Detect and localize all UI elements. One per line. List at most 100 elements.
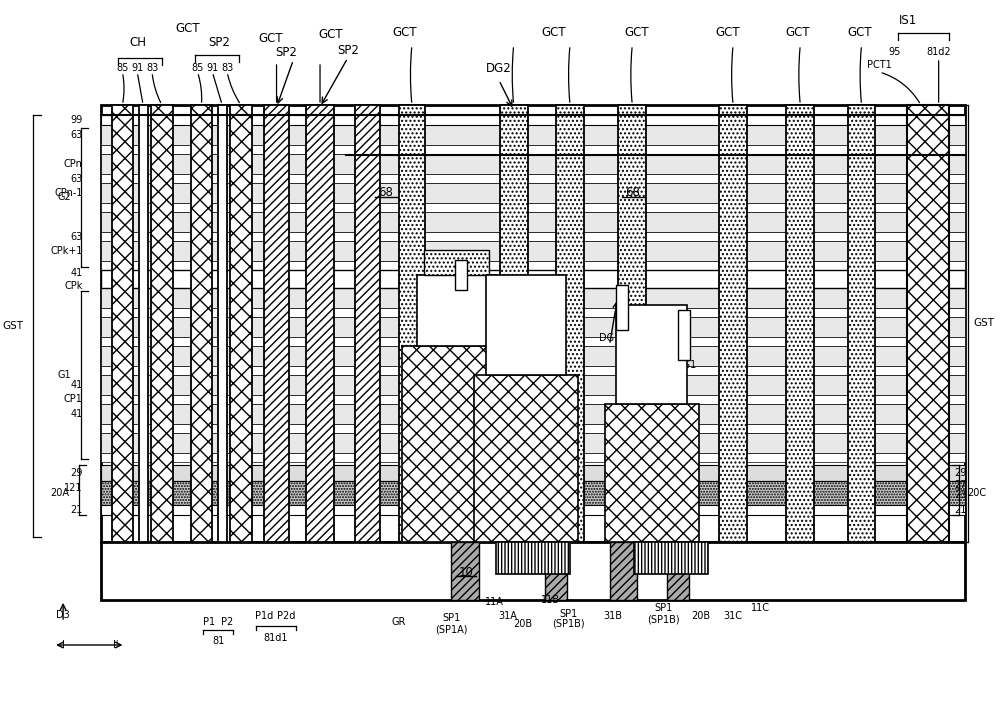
Bar xyxy=(101,125,965,145)
Bar xyxy=(605,404,699,542)
Text: DG1: DG1 xyxy=(599,333,620,343)
Text: 23: 23 xyxy=(954,490,967,500)
Bar xyxy=(191,105,212,542)
Text: SP1: SP1 xyxy=(655,603,673,613)
Text: 95: 95 xyxy=(888,47,900,57)
Text: 29: 29 xyxy=(70,468,83,478)
Text: P2d: P2d xyxy=(277,611,296,621)
Text: D3: D3 xyxy=(56,610,70,620)
Text: ·
·
·: · · · xyxy=(80,194,83,227)
Text: 31B: 31B xyxy=(603,611,622,621)
Bar xyxy=(786,105,814,542)
Text: 27: 27 xyxy=(954,480,967,490)
Bar xyxy=(101,453,965,462)
Bar xyxy=(101,465,965,481)
Bar xyxy=(101,212,965,232)
Text: G1: G1 xyxy=(57,370,71,380)
Text: SP2: SP2 xyxy=(337,43,359,57)
Bar xyxy=(101,481,965,505)
Text: GST: GST xyxy=(973,318,994,328)
Bar xyxy=(618,105,646,542)
Text: CPn: CPn xyxy=(64,159,83,169)
Bar xyxy=(101,241,965,261)
Bar xyxy=(355,105,380,542)
Text: 20B: 20B xyxy=(691,611,710,621)
Text: 41: 41 xyxy=(71,268,83,278)
Bar xyxy=(112,105,133,542)
Text: GCT: GCT xyxy=(175,21,200,35)
Bar xyxy=(101,115,965,125)
Bar xyxy=(218,105,227,542)
Text: 21: 21 xyxy=(70,505,83,515)
Text: 81d1: 81d1 xyxy=(263,633,288,643)
Text: GCT: GCT xyxy=(258,31,283,45)
Text: (SP1A): (SP1A) xyxy=(435,625,468,635)
Text: GST: GST xyxy=(3,321,24,331)
Text: 41: 41 xyxy=(71,409,83,419)
Bar xyxy=(667,542,689,600)
Text: 68: 68 xyxy=(378,186,393,199)
Text: GCT: GCT xyxy=(319,28,343,42)
Text: 11A: 11A xyxy=(485,597,503,607)
Text: 91: 91 xyxy=(206,63,218,73)
Text: GCT: GCT xyxy=(847,26,872,38)
Bar xyxy=(556,105,584,542)
Text: SP1: SP1 xyxy=(559,609,577,619)
Text: P2: P2 xyxy=(221,617,233,627)
Bar xyxy=(101,145,965,154)
Bar xyxy=(101,366,965,375)
Bar xyxy=(101,346,965,366)
Bar xyxy=(101,337,965,346)
Text: CH: CH xyxy=(130,35,147,48)
Bar xyxy=(486,275,566,375)
Text: 35: 35 xyxy=(525,491,540,503)
Bar xyxy=(101,375,965,395)
Bar xyxy=(424,250,489,275)
Bar xyxy=(101,424,965,433)
Bar xyxy=(101,288,965,308)
Text: PCT1: PCT1 xyxy=(867,60,892,70)
Bar xyxy=(634,542,708,574)
Bar xyxy=(610,542,637,600)
Bar xyxy=(151,105,173,542)
Text: 11B: 11B xyxy=(541,595,560,605)
Bar xyxy=(101,105,965,542)
Bar xyxy=(101,308,965,317)
Text: CP1: CP1 xyxy=(64,394,83,405)
Bar xyxy=(101,232,965,241)
Text: 85: 85 xyxy=(191,63,204,73)
Text: SP2: SP2 xyxy=(208,35,230,48)
Bar xyxy=(402,346,511,542)
Bar xyxy=(101,270,965,288)
Bar xyxy=(101,174,965,183)
Text: 35: 35 xyxy=(662,491,677,503)
Text: 20A: 20A xyxy=(50,488,69,498)
Text: GCT: GCT xyxy=(716,26,740,38)
Bar xyxy=(455,260,467,290)
Bar xyxy=(101,154,965,174)
Bar xyxy=(616,305,687,404)
Text: ·
·
·: · · · xyxy=(80,296,83,329)
Text: 121: 121 xyxy=(64,483,83,493)
Text: I': I' xyxy=(113,640,118,650)
Bar xyxy=(101,183,965,203)
Bar xyxy=(101,317,965,337)
Text: 20C: 20C xyxy=(967,488,986,498)
Text: SP2: SP2 xyxy=(275,45,297,59)
Text: DG2: DG2 xyxy=(486,62,512,74)
Text: 10: 10 xyxy=(459,566,474,579)
Bar xyxy=(306,105,334,542)
Text: CPk: CPk xyxy=(64,281,83,291)
Text: GCT: GCT xyxy=(785,26,810,38)
Bar xyxy=(101,404,965,424)
Text: 11C: 11C xyxy=(751,603,770,613)
Text: G2: G2 xyxy=(57,193,71,203)
Text: P1d: P1d xyxy=(255,611,273,621)
Text: 68: 68 xyxy=(625,186,640,199)
Bar xyxy=(101,542,965,600)
Text: 99: 99 xyxy=(71,115,83,125)
Bar xyxy=(101,203,965,212)
Text: GCT: GCT xyxy=(393,26,417,38)
Text: CPk+1: CPk+1 xyxy=(50,246,83,256)
Bar xyxy=(474,375,578,542)
